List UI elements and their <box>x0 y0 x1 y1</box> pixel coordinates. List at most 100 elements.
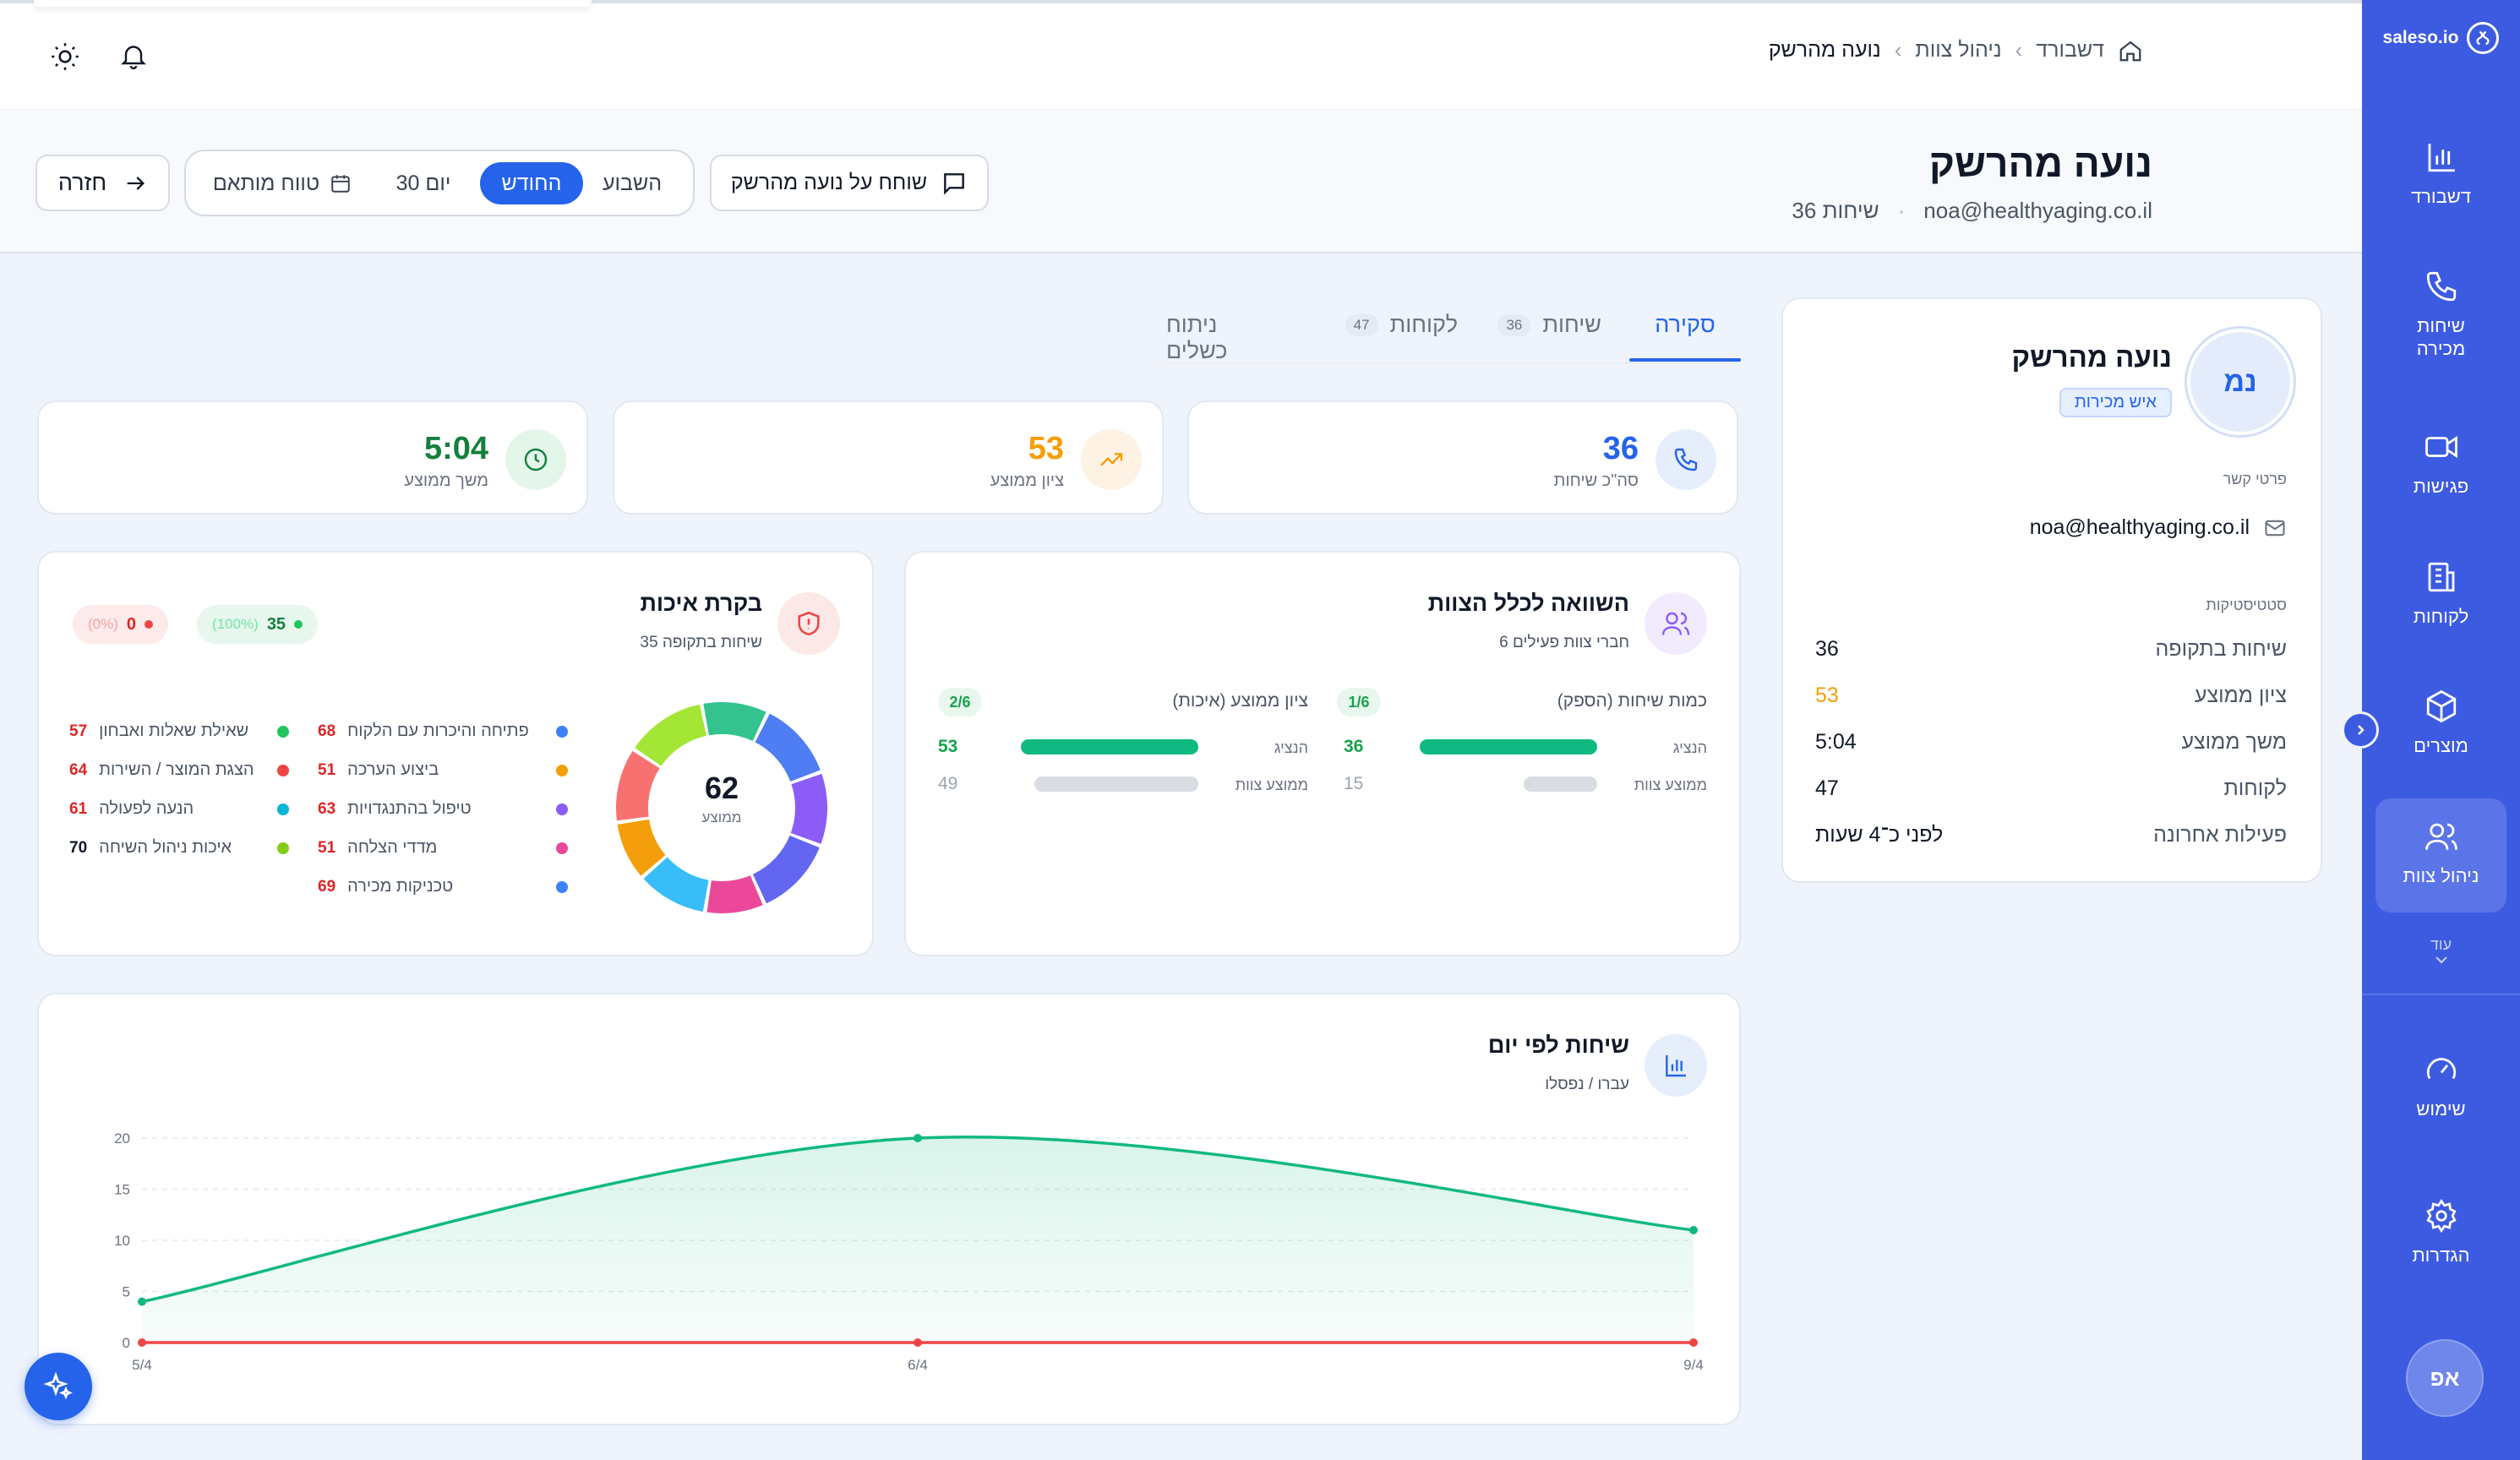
stat-value: 53 <box>1815 684 1839 707</box>
arrow-right-icon <box>123 172 147 195</box>
stat-card-total-calls: 36 סה"כ שיחות <box>1187 400 1738 515</box>
chevron-left-icon: ‹ <box>1894 37 1902 63</box>
y-tick-label: 15 <box>114 1182 130 1198</box>
sidebar: saleso.io דשבורד שיחות מכירה פגישות לקוח… <box>2362 0 2520 1460</box>
stat-row: ציון ממוצע 53 <box>1815 684 2287 708</box>
stat-label: לקוחות <box>2223 776 2287 800</box>
section-title: שיחות לפי יום <box>1487 1032 1629 1058</box>
stat-label: משך ממוצע <box>2181 730 2288 754</box>
top-bar: דשבורד ‹ ניהול צוות ‹ נועה מהרשק <box>0 0 2362 108</box>
donut-segment <box>616 702 827 913</box>
breadcrumb-item-team[interactable]: ניהול צוות <box>1915 38 2002 62</box>
profile-email[interactable]: noa@healthyaging.co.il <box>2030 515 2287 540</box>
average-score: 62 <box>704 771 739 805</box>
sidebar-item-products[interactable]: מוצרים <box>2375 689 2506 757</box>
category-label: איכות ניהול השיחה <box>99 838 232 857</box>
stat-value: 5:04 <box>423 431 488 466</box>
category-dot <box>556 725 568 738</box>
category-score: 70 <box>69 838 88 857</box>
sidebar-collapse-button[interactable] <box>2342 711 2379 749</box>
tab-label: ניתוח כשלים <box>1166 312 1228 363</box>
page-subtitle: noa@healthyaging.co.il · 36 שיחות <box>1792 198 2152 224</box>
calendar-icon <box>330 172 352 194</box>
sidebar-more-button[interactable]: עוד <box>2362 936 2520 966</box>
bell-icon <box>118 41 149 71</box>
active-tab-indicator <box>1629 358 1741 362</box>
theme-toggle-button[interactable] <box>49 41 81 73</box>
data-point <box>1689 1225 1698 1234</box>
period-label: החודש <box>501 171 562 195</box>
period-label: השבוע <box>602 171 663 195</box>
tabs-divider <box>1166 362 1741 363</box>
chevron-down-icon <box>2362 954 2520 966</box>
sidebar-item-meetings[interactable]: פגישות <box>2375 429 2506 498</box>
top-border <box>0 0 2362 3</box>
sidebar-item-sales-calls[interactable]: שיחות מכירה <box>2375 269 2506 360</box>
message-icon <box>941 170 968 197</box>
breadcrumb-item-dashboard[interactable]: דשבורד <box>2036 38 2104 62</box>
category-label: הצגת המוצר / השירות <box>99 760 254 779</box>
donut-segment <box>616 702 827 913</box>
category-dot <box>556 764 568 776</box>
user-initials: אפ <box>2430 1365 2460 1391</box>
team-bar-fill <box>1034 776 1198 792</box>
period-custom-range[interactable]: טווח מותאם <box>198 162 367 204</box>
category-item: טיפול בהתנגדויות 63 <box>318 799 568 819</box>
x-tick-label: 5/4 <box>132 1357 152 1373</box>
data-point <box>1689 1338 1698 1347</box>
team-label: ממוצע צוות <box>1634 776 1707 793</box>
top-popover-edge <box>34 0 592 7</box>
pass-percent: (100%) <box>212 616 259 632</box>
stat-value: 5:04 <box>1815 730 1857 754</box>
user-avatar[interactable]: אפ <box>2406 1339 2484 1417</box>
sidebar-item-dashboard[interactable]: דשבורד <box>2375 139 2506 208</box>
period-month[interactable]: החודש <box>480 162 583 204</box>
notifications-button[interactable] <box>118 41 149 71</box>
stat-label: פעילות אחרונה <box>2153 823 2287 847</box>
category-dot <box>277 803 289 815</box>
category-score: 51 <box>318 838 336 857</box>
separator-dot: · <box>1897 198 1906 223</box>
home-icon[interactable] <box>2118 38 2143 63</box>
bar-chart-icon <box>2375 139 2506 175</box>
stat-value: 47 <box>1815 776 1839 800</box>
tab-customers[interactable]: לקוחות 47 <box>1345 312 1458 338</box>
profile-avatar: נמ <box>2187 329 2294 435</box>
ai-assistant-button[interactable] <box>25 1353 92 1420</box>
category-item: מדדי הצלחה 51 <box>318 838 568 858</box>
rank-badge: 2/6 <box>938 688 982 716</box>
profile-card: נמ נועה מהרשק איש מכירות פרטי קשר noa@he… <box>1781 297 2322 883</box>
pass-count: 35 <box>266 614 286 634</box>
rank-badge: 1/6 <box>1337 688 1381 716</box>
back-button[interactable]: חזרה <box>35 155 170 211</box>
chat-about-rep-button[interactable]: שוחח על נועה מהרשק <box>710 155 989 211</box>
category-dot <box>277 764 289 776</box>
category-dot <box>556 842 568 854</box>
tab-calls[interactable]: שיחות 36 <box>1497 312 1601 338</box>
category-label: טכניקות מכירה <box>347 877 454 896</box>
x-tick-label: 6/4 <box>908 1357 928 1373</box>
sidebar-item-customers[interactable]: לקוחות <box>2375 559 2506 628</box>
tab-failure-analysis[interactable]: ניתוח כשלים <box>1166 312 1282 364</box>
breadcrumb-item-current: נועה מהרשק <box>1768 38 1881 62</box>
logo[interactable]: saleso.io <box>2362 22 2520 54</box>
sidebar-item-usage[interactable]: שימוש <box>2375 1052 2506 1120</box>
x-tick-label: 9/4 <box>1683 1357 1704 1373</box>
logo-text: saleso.io <box>2382 28 2459 47</box>
tab-overview[interactable]: סקירה <box>1629 312 1741 338</box>
phone-icon <box>2375 269 2506 304</box>
period-30-days[interactable]: 30 יום <box>377 162 470 204</box>
sidebar-item-settings[interactable]: הגדרות <box>2375 1198 2506 1267</box>
period-week[interactable]: השבוע <box>581 162 683 204</box>
header-calls-count: 36 שיחות <box>1792 198 1879 223</box>
bar-chart-icon <box>1645 1034 1707 1097</box>
team-bar-track <box>1420 776 1597 792</box>
tab-badge: 47 <box>1345 313 1378 336</box>
sidebar-item-team-management[interactable]: ניהול צוות <box>2375 798 2506 912</box>
stat-label: משך ממוצע <box>404 471 488 490</box>
fail-count-badge: (0%) 0 <box>73 605 169 644</box>
period-selector: השבוע החודש 30 יום טווח מותאם <box>184 150 695 216</box>
fail-percent: (0%) <box>88 616 118 632</box>
category-item: הנעה לפעולה 61 <box>69 799 289 819</box>
category-score: 63 <box>318 799 336 818</box>
